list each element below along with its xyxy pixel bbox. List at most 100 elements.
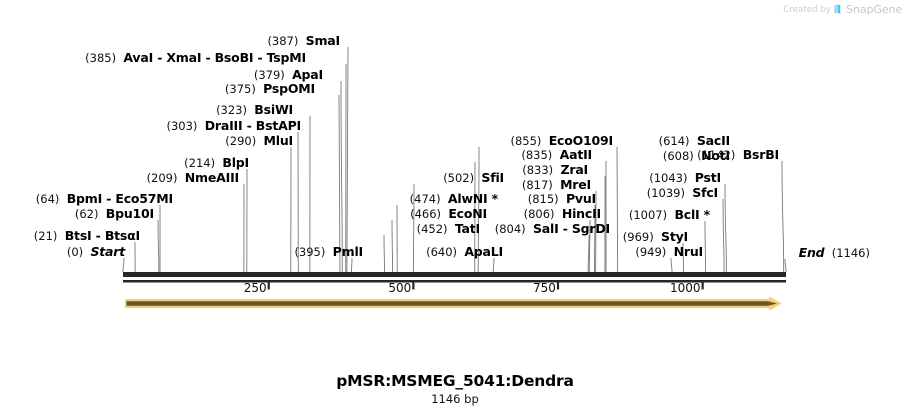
site-label-apai[interactable]: (379) ApaI [0, 68, 323, 82]
site-label-styi[interactable]: (969) StyI [0, 230, 688, 244]
enzyme-name: DraIII [204, 118, 243, 133]
enzyme-separator: - [153, 50, 167, 65]
site-position: (640) [426, 245, 465, 259]
enzyme-name: SalI [532, 221, 559, 236]
site-position: (209) [146, 171, 185, 185]
site-position: (62) [74, 207, 106, 221]
enzyme-name: ZraI [560, 162, 588, 177]
site-label-pvui[interactable]: (815) PvuI [0, 192, 596, 206]
enzyme-name: NmeAIII [184, 170, 239, 185]
terminus-name: End [798, 245, 825, 260]
site-label-bsiwi[interactable]: (323) BsiWI [0, 103, 293, 117]
site-label-zrai[interactable]: (833) ZraI [0, 163, 588, 177]
enzyme-name: TspMI [266, 50, 307, 65]
enzyme-name: PvuI [565, 191, 596, 206]
site-position: (969) [622, 230, 662, 244]
enzyme-name: AvaI [123, 50, 154, 65]
enzyme-name: SfcI [692, 185, 718, 200]
site-label-blpi[interactable]: (214) BlpI [0, 156, 249, 170]
site-label-nrui[interactable]: (949) NruI [0, 245, 703, 259]
site-position: (833) [522, 163, 561, 177]
enzyme-name: Eco57MI [115, 191, 173, 206]
enzyme-name: XmaI [166, 50, 202, 65]
enzyme-name: MluI [263, 133, 294, 148]
site-label-bcli[interactable]: (1007) BclI * [0, 208, 710, 222]
site-position: (466) [410, 207, 449, 221]
leader-line [670, 257, 673, 273]
site-label-ecoo109i[interactable]: (855) EcoO109I [0, 134, 613, 148]
site-label-sacii[interactable]: (614) SacII [0, 133, 731, 148]
site-position: (64) [35, 192, 67, 206]
enzyme-name: BstAPI [255, 118, 301, 133]
site-label-pmli[interactable]: (395) PmlI [0, 245, 363, 259]
ruler-tick-label: 750 [532, 281, 556, 295]
enzyme-name: HincII [561, 206, 601, 221]
site-position: (1039) [646, 186, 693, 200]
site-label-mrei[interactable]: (817) MreI [0, 178, 591, 192]
site-label-psti[interactable]: (1043) PstI [0, 171, 721, 185]
site-position: (855) [510, 134, 549, 148]
site-label-draiii[interactable]: (303) DraIII - BstAPI [0, 118, 302, 133]
terminus-position: (1146) [824, 246, 870, 260]
terminus-name: Start [90, 244, 125, 259]
site-position: (375) [224, 82, 264, 96]
site-label-btsi[interactable]: (21) BtsI - BtsαI [0, 229, 140, 243]
leader-line [722, 198, 725, 273]
enzyme-name: EcoO109I [548, 133, 614, 148]
enzyme-name: NruI [673, 244, 704, 259]
terminus-label-end[interactable]: End (1146) [0, 246, 870, 260]
terminus-label-start[interactable]: (0) Start [0, 245, 125, 259]
site-label-smai[interactable]: (387) SmaI [0, 34, 340, 48]
site-position: (452) [416, 222, 455, 236]
enzyme-name: PmlI [332, 244, 364, 259]
site-label-sali[interactable]: (804) SalI - SgrDI [0, 222, 610, 236]
site-position: (806) [523, 207, 562, 221]
site-position: (1043) [649, 171, 695, 185]
leader-line [784, 258, 787, 273]
site-label-aatii[interactable]: (835) AatII [0, 148, 592, 162]
watermark-created-by-label: Created by [783, 4, 832, 15]
enzyme-separator: - [242, 118, 256, 133]
site-position: (214) [184, 156, 223, 170]
site-label-sfci[interactable]: (1039) SfcI [0, 186, 718, 200]
site-position: (395) [294, 245, 333, 259]
enzyme-name: PspOMI [263, 81, 315, 96]
enzyme-name: BtsI [64, 228, 92, 243]
site-label-nmeaiii[interactable]: (209) NmeAIII [0, 170, 240, 185]
site-label-bpu10i[interactable]: (62) Bpu10I [0, 207, 154, 221]
terminus-position: (0) [66, 245, 91, 259]
enzyme-name: NotI [701, 148, 730, 163]
map-title-block: pMSR:MSMEG_5041:Dendra 1146 bp [0, 372, 910, 406]
site-label-alwni[interactable]: (474) AlwNI * [0, 192, 499, 206]
sequence-length-label: 1146 bp [431, 392, 479, 406]
site-label-tati[interactable]: (452) TatI [0, 222, 481, 236]
site-label-pspomi[interactable]: (375) PspOMI [0, 82, 315, 96]
site-label-bpmi[interactable]: (64) BpmI - Eco57MI [0, 192, 173, 206]
enzyme-name: BtsαI [104, 228, 140, 243]
site-label-avai[interactable]: (385) AvaI - XmaI - BsoBI - TspMI [0, 51, 306, 65]
site-position: (303) [166, 119, 205, 133]
site-label-mlui[interactable]: (290) MluI [0, 134, 293, 148]
site-label-apali[interactable]: (640) ApaLI [0, 245, 503, 259]
enzyme-name: SfiI [481, 170, 504, 185]
site-label-bsrbi[interactable]: (1142) BsrBI [0, 148, 779, 162]
enzyme-name: BsrBI [742, 147, 780, 162]
site-position: (804) [494, 222, 533, 236]
enzyme-name: SacII [696, 133, 730, 148]
feature-arrow-core [126, 301, 777, 306]
enzyme-separator: - [558, 221, 572, 236]
site-position: (817) [521, 178, 561, 192]
enzyme-name: PstI [694, 170, 721, 185]
feature-arrow[interactable] [125, 296, 782, 311]
ruler-tick-label: 500 [388, 281, 412, 295]
site-label-econi[interactable]: (466) EcoNI [0, 207, 487, 221]
enzyme-name: SmaI [305, 33, 341, 48]
site-label-hincii[interactable]: (806) HincII [0, 206, 602, 221]
enzyme-name: BlpI [222, 155, 249, 170]
enzyme-name: ApaI [292, 67, 323, 82]
site-label-noti[interactable]: (608) NotI [0, 149, 730, 163]
ruler-tick-label: 250 [243, 281, 267, 295]
site-label-sfii[interactable]: (502) SfiI [0, 171, 504, 185]
site-position: (835) [521, 148, 560, 162]
enzyme-separator: - [102, 191, 116, 206]
